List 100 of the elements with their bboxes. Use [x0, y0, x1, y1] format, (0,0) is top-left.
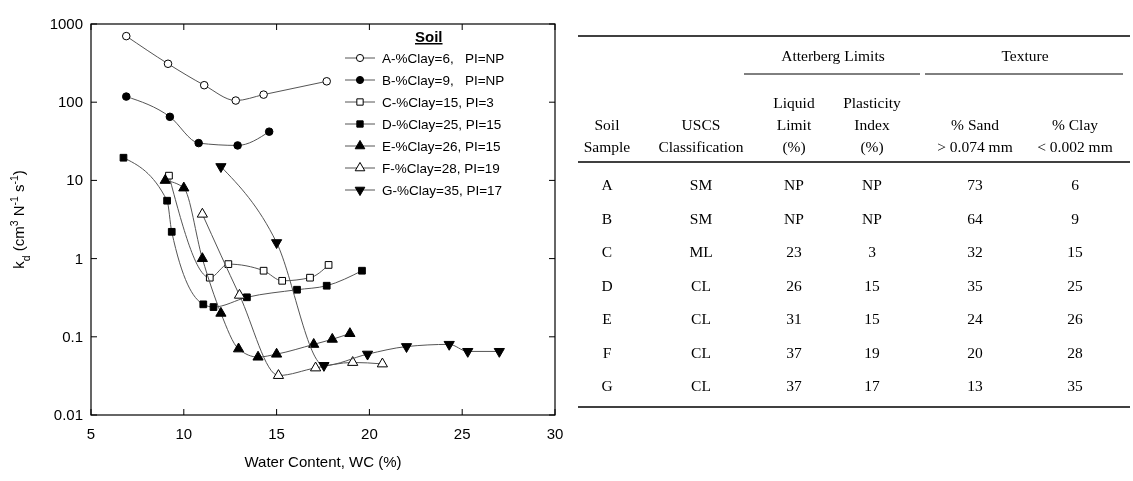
text: CL: [691, 377, 711, 394]
point: [264, 127, 274, 136]
text: B: [601, 209, 613, 227]
text: 64: [967, 209, 983, 227]
text: 3: [868, 243, 876, 260]
text: 32: [967, 243, 983, 260]
point: [271, 347, 283, 358]
text: CL: [691, 343, 711, 361]
text: 35: [1067, 377, 1083, 394]
y-tick-label: 1000: [49, 15, 83, 32]
point: [358, 266, 366, 275]
point: [322, 77, 331, 86]
point: [306, 273, 314, 282]
text: G: [601, 377, 613, 394]
text: 6: [1071, 176, 1079, 193]
category-label: % Clay < 0.002 mm: [1037, 116, 1113, 155]
text: Texture: [1001, 47, 1049, 64]
text: 28: [1067, 343, 1083, 361]
point: [167, 227, 176, 236]
y-tick-label: 0.1: [62, 327, 83, 345]
category-label: USCS Classification: [658, 116, 744, 155]
point: [272, 369, 285, 379]
x-tick-label: 25: [453, 425, 471, 442]
point: [209, 303, 218, 311]
point: [347, 356, 359, 366]
text: SM: [689, 209, 713, 227]
category-label: Plasticity Index (%): [843, 94, 902, 156]
legend-label: G-%Clay=35, PI=17: [382, 183, 503, 198]
point: [121, 92, 131, 101]
point: [259, 90, 268, 99]
point: [165, 112, 175, 122]
text: CL: [691, 310, 711, 327]
point: [196, 207, 208, 218]
text: 35: [967, 276, 983, 294]
text: 25: [1067, 276, 1083, 294]
x-tick-label: 10: [175, 425, 193, 442]
point: [308, 337, 320, 348]
category-label: Soil Sample: [583, 116, 631, 155]
text: 37: [786, 343, 802, 361]
text: NP: [862, 209, 882, 227]
point: [462, 347, 474, 358]
text: 23: [786, 243, 802, 260]
point: [119, 153, 128, 162]
point: [233, 141, 242, 150]
text: 17: [864, 377, 880, 394]
point: [322, 281, 331, 290]
x-tick-label: 5: [86, 425, 96, 442]
text: 37: [786, 377, 802, 394]
text: 15: [1067, 243, 1083, 260]
text: 13: [967, 377, 983, 394]
legend-label: B-%Clay=9, PI=NP: [382, 73, 505, 88]
point: [252, 350, 264, 361]
legend-label: E-%Clay=26, PI=15: [382, 139, 501, 154]
text: NP: [784, 176, 804, 193]
x-tick-label: 20: [361, 425, 378, 442]
point: [309, 361, 322, 372]
text: 19: [864, 343, 880, 361]
x-tick-label: 30: [546, 425, 564, 442]
point: [493, 347, 505, 358]
point: [324, 261, 333, 269]
text: 15: [864, 310, 880, 327]
text: NP: [784, 209, 804, 227]
text: 73: [967, 176, 983, 193]
text: SM: [689, 176, 713, 193]
category-label: % Sand > 0.074 mm: [937, 116, 1013, 155]
y-tick-label: 10: [66, 171, 83, 189]
legend-label: C-%Clay=15, PI=3: [382, 95, 494, 110]
text: 24: [967, 310, 983, 327]
point: [232, 342, 245, 353]
point: [215, 306, 227, 317]
y-tick-label: 100: [57, 93, 83, 111]
legend-label: F-%Clay=28, PI=19: [382, 161, 500, 176]
point: [293, 285, 301, 294]
point: [121, 31, 131, 41]
point: [178, 181, 190, 192]
y-tick-label: 0.01: [53, 406, 83, 423]
point: [194, 138, 203, 148]
point: [278, 276, 287, 285]
text: 15: [864, 276, 880, 294]
text: D: [601, 276, 613, 294]
point: [376, 357, 388, 368]
text: C: [601, 243, 613, 260]
point: [163, 196, 171, 205]
text: 26: [1067, 310, 1083, 327]
text: CL: [691, 276, 711, 294]
point: [231, 96, 241, 105]
text: E: [602, 310, 612, 327]
text: Atterberg Limits: [781, 47, 885, 64]
point: [443, 340, 455, 351]
point: [233, 288, 246, 299]
legend-label: A-%Clay=6, PI=NP: [382, 51, 505, 66]
y-tick-label: 1: [74, 249, 83, 267]
text: 31: [786, 310, 802, 327]
text: ML: [689, 243, 713, 260]
point: [199, 300, 208, 309]
legend-title: Soil: [415, 28, 443, 45]
text: 9: [1071, 209, 1079, 227]
point: [159, 174, 171, 184]
point: [344, 327, 356, 338]
text: F: [602, 343, 612, 361]
